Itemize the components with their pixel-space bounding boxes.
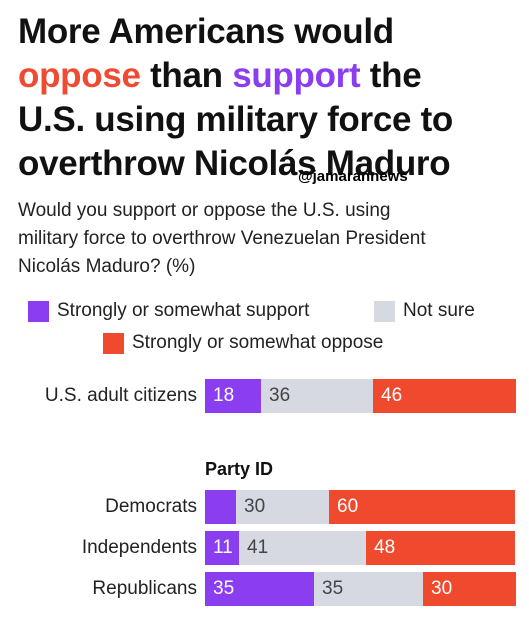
legend-label-not-sure: Not sure — [403, 300, 475, 321]
bar-segment-support-republicans: 35 — [205, 572, 314, 606]
subtitle-line-2: military force to overthrow Venezuelan P… — [18, 228, 426, 249]
subtitle-line-1: Would you support or oppose the U.S. usi… — [18, 200, 391, 221]
bar-segment-support-independents: 11 — [205, 531, 239, 565]
legend-swatch-support — [28, 300, 49, 322]
data-label-not-sure-independents: 41 — [247, 537, 269, 558]
data-label-oppose-independents: 48 — [374, 537, 396, 558]
category-label-republicans: Republicans — [92, 578, 197, 599]
data-label-support-u-s-adult-citizens: 18 — [213, 385, 235, 406]
legend-label-oppose: Strongly or somewhat oppose — [132, 332, 384, 353]
data-label-not-sure-republicans: 35 — [322, 578, 344, 599]
bar-segment-support-u-s-adult-citizens: 18 — [205, 379, 261, 413]
legend-label-support: Strongly or somewhat support — [57, 300, 310, 321]
headline: More Americans would oppose than support… — [18, 10, 523, 186]
data-label-not-sure-democrats: 30 — [244, 496, 266, 517]
headline-oppose-word: oppose — [18, 56, 141, 95]
data-label-oppose-democrats: 60 — [337, 496, 359, 517]
bar-segment-oppose-democrats: 60 — [329, 490, 515, 524]
legend-swatch-oppose — [103, 332, 124, 354]
category-label-u-s-adult-citizens: U.S. adult citizens — [44, 385, 197, 406]
data-label-oppose-u-s-adult-citizens: 46 — [381, 385, 403, 406]
legend-item-support: Strongly or somewhat support — [28, 300, 309, 322]
bar-segment-oppose-u-s-adult-citizens: 46 — [373, 379, 516, 413]
legend-item-oppose: Strongly or somewhat oppose — [103, 332, 383, 354]
data-label-oppose-republicans: 30 — [431, 578, 453, 599]
bar-segment-oppose-republicans: 30 — [423, 572, 516, 606]
legend-item-not-sure: Not sure — [374, 300, 475, 322]
headline-line-4: overthrow Nicolás Maduro — [18, 144, 451, 183]
subtitle-line-3: Nicolás Maduro? (%) — [18, 256, 196, 277]
legend-swatch-not-sure — [374, 300, 395, 322]
headline-line-3: U.S. using military force to — [18, 100, 454, 139]
data-label-support-independents: 11 — [213, 537, 233, 558]
bar-segment-oppose-independents: 48 — [366, 531, 515, 565]
category-label-independents: Independents — [81, 537, 197, 558]
headline-the-word: the — [360, 56, 422, 95]
category-label-democrats: Democrats — [105, 496, 197, 517]
chart-subtitle: Would you support or oppose the U.S. usi… — [18, 197, 518, 281]
bar-segment-support-democrats — [205, 490, 236, 524]
section-heading-party-id: Party ID — [205, 459, 274, 479]
data-label-not-sure-u-s-adult-citizens: 36 — [269, 385, 291, 406]
bar-segment-not-sure-democrats: 30 — [236, 490, 329, 524]
headline-line-1: More Americans would — [18, 12, 394, 51]
watermark: @jamarannews — [298, 168, 408, 185]
data-label-support-republicans: 35 — [213, 578, 235, 599]
headline-line-2: oppose than support the — [18, 54, 523, 98]
headline-support-word: support — [232, 56, 361, 95]
headline-than-word: than — [140, 56, 233, 95]
bar-segment-not-sure-independents: 41 — [239, 531, 366, 565]
bar-segment-not-sure-u-s-adult-citizens: 36 — [261, 379, 373, 413]
bar-segment-not-sure-republicans: 35 — [314, 572, 423, 606]
